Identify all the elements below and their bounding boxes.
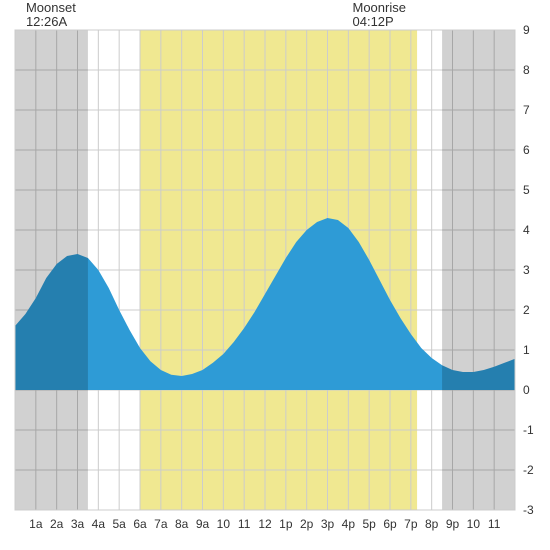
x-tick-label: 7a [154,517,168,531]
x-tick-label: 10 [217,517,231,531]
x-tick-label: 1p [279,517,293,531]
y-tick-label: 2 [523,303,530,317]
x-tick-label: 3p [321,517,335,531]
x-tick-label: 4a [92,517,106,531]
y-tick-label: 3 [523,263,530,277]
x-tick-label: 4p [342,517,356,531]
x-tick-label: 9a [196,517,210,531]
x-tick-label: 8a [175,517,189,531]
y-tick-label: 5 [523,183,530,197]
y-tick-label: 6 [523,143,530,157]
y-tick-label: 1 [523,343,530,357]
chart-svg: -3-2-101234567891a2a3a4a5a6a7a8a9a101112… [0,0,550,550]
y-tick-label: 9 [523,23,530,37]
x-tick-label: 6p [383,517,397,531]
y-tick-label: 8 [523,63,530,77]
x-tick-label: 11 [488,517,501,531]
moonrise-time: 04:12P [353,14,394,29]
x-tick-label: 1a [29,517,43,531]
x-tick-label: 2p [300,517,314,531]
x-tick-label: 3a [71,517,85,531]
x-tick-label: 11 [238,517,251,531]
x-tick-label: 5a [112,517,126,531]
y-tick-label: -3 [523,503,534,517]
x-tick-label: 5p [362,517,376,531]
night-shade-0 [15,30,88,510]
x-tick-label: 2a [50,517,64,531]
night-shade-1 [442,30,515,510]
y-tick-label: 7 [523,103,530,117]
y-tick-label: 0 [523,383,530,397]
tide-chart: -3-2-101234567891a2a3a4a5a6a7a8a9a101112… [0,0,550,550]
x-tick-label: 10 [467,517,481,531]
moonset-title: Moonset [26,0,76,15]
x-tick-label: 9p [446,517,460,531]
y-tick-label: -1 [523,423,534,437]
x-tick-label: 7p [404,517,418,531]
x-tick-label: 8p [425,517,439,531]
y-tick-label: 4 [523,223,530,237]
x-tick-label: 12 [258,517,272,531]
x-tick-label: 6a [133,517,147,531]
y-tick-label: -2 [523,463,534,477]
moonrise-title: Moonrise [353,0,406,15]
moonset-time: 12:26A [26,14,68,29]
